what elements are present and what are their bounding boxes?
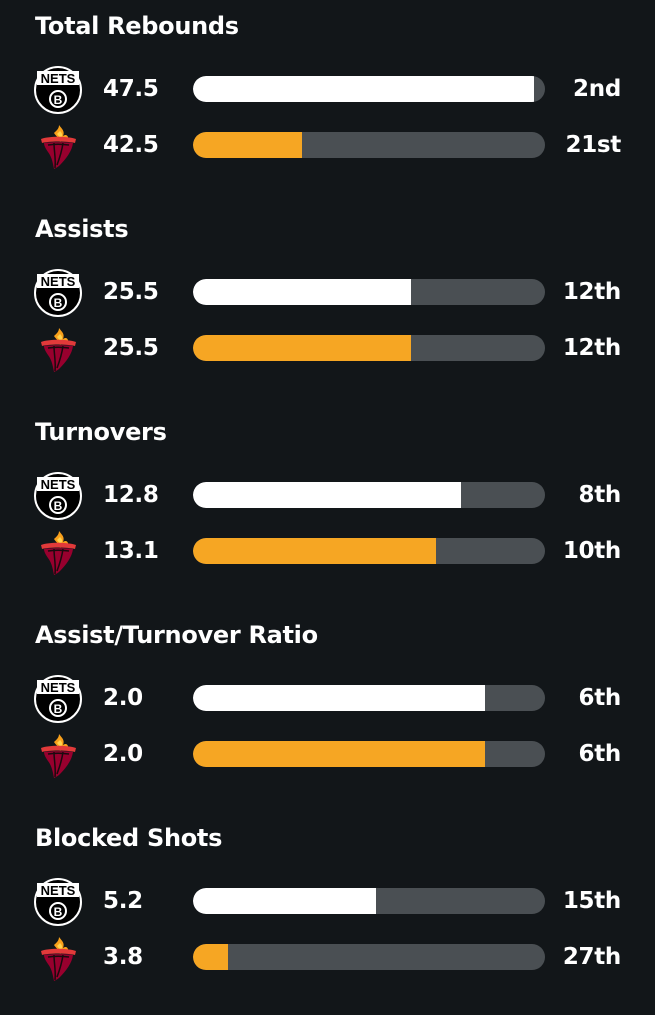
nets-league-rank: 6th (578, 685, 622, 711)
stat-section-blocked-shots: Blocked Shots NETS B 5.2 15th 3.8 27th (0, 812, 655, 1015)
nets-logo-icon: NETS B (32, 875, 84, 927)
heat-stat-row: 3.8 27th (0, 929, 655, 985)
nets-rank-bar-fill (193, 888, 377, 914)
nets-stat-row: NETS B 25.5 12th (0, 264, 655, 320)
rank-bar-track (193, 888, 545, 914)
heat-stat-value: 13.1 (103, 538, 159, 564)
rank-bar-track (193, 741, 545, 767)
nets-stat-value: 5.2 (103, 888, 143, 914)
heat-stat-value: 25.5 (103, 335, 159, 361)
nets-stat-row: NETS B 12.8 8th (0, 467, 655, 523)
nets-rank-bar-fill (193, 482, 461, 508)
nets-rank-bar-fill (193, 279, 412, 305)
nets-logo-icon: NETS B (32, 63, 84, 115)
rank-bar-track (193, 76, 545, 102)
heat-stat-value: 3.8 (103, 944, 143, 970)
nets-logo-text: NETS (41, 71, 76, 86)
rank-bar-track (193, 482, 545, 508)
nets-logo-letter: B (54, 499, 63, 513)
nets-stat-row: NETS B 2.0 6th (0, 670, 655, 726)
heat-league-rank: 10th (562, 538, 621, 564)
heat-league-rank: 21st (565, 132, 622, 158)
nets-logo-text: NETS (41, 883, 76, 898)
heat-league-rank: 27th (562, 944, 621, 970)
stat-section-turnovers: Turnovers NETS B 12.8 8th 13.1 10th (0, 406, 655, 609)
nets-stat-value: 12.8 (103, 482, 159, 508)
nets-logo-letter: B (54, 702, 63, 716)
stat-title: Assists (35, 215, 129, 243)
heat-league-rank: 6th (578, 741, 622, 767)
heat-logo-icon (32, 931, 84, 983)
stat-title: Total Rebounds (35, 12, 239, 40)
heat-logo-icon (32, 525, 84, 577)
heat-rank-bar-fill (193, 944, 229, 970)
nets-rank-bar-fill (193, 76, 535, 102)
heat-stat-value: 2.0 (103, 741, 143, 767)
heat-stat-row: 2.0 6th (0, 726, 655, 782)
heat-rank-bar-fill (193, 538, 436, 564)
heat-rank-bar-fill (193, 132, 303, 158)
nets-rank-bar-fill (193, 685, 486, 711)
nets-league-rank: 8th (578, 482, 622, 508)
nets-logo-text: NETS (41, 477, 76, 492)
rank-bar-track (193, 132, 545, 158)
nets-logo-letter: B (54, 93, 63, 107)
nets-stat-value: 2.0 (103, 685, 143, 711)
nets-logo-icon: NETS B (32, 672, 84, 724)
heat-rank-bar-fill (193, 741, 486, 767)
stat-section-assists: Assists NETS B 25.5 12th 25.5 12th (0, 203, 655, 406)
heat-stat-row: 13.1 10th (0, 523, 655, 579)
stat-title: Turnovers (35, 418, 167, 446)
nets-league-rank: 12th (562, 279, 621, 305)
nets-logo-text: NETS (41, 274, 76, 289)
rank-bar-track (193, 944, 545, 970)
nets-logo-letter: B (54, 296, 63, 310)
heat-stat-row: 25.5 12th (0, 320, 655, 376)
nets-league-rank: 2nd (573, 76, 621, 102)
nets-stat-value: 47.5 (103, 76, 159, 102)
heat-logo-icon (32, 728, 84, 780)
nets-league-rank: 15th (562, 888, 621, 914)
nets-stat-row: NETS B 5.2 15th (0, 873, 655, 929)
heat-stat-value: 42.5 (103, 132, 159, 158)
stat-title: Assist/Turnover Ratio (35, 621, 318, 649)
nets-logo-icon: NETS B (32, 266, 84, 318)
rank-bar-track (193, 685, 545, 711)
stat-title: Blocked Shots (35, 824, 223, 852)
heat-logo-icon (32, 119, 84, 171)
nets-stat-row: NETS B 47.5 2nd (0, 61, 655, 117)
heat-logo-icon (32, 322, 84, 374)
heat-rank-bar-fill (193, 335, 412, 361)
rank-bar-track (193, 335, 545, 361)
heat-stat-row: 42.5 21st (0, 117, 655, 173)
stat-section-total-rebounds: Total Rebounds NETS B 47.5 2nd 42.5 21st (0, 0, 655, 203)
nets-logo-letter: B (54, 905, 63, 919)
stat-section-assist-turnover-ratio: Assist/Turnover Ratio NETS B 2.0 6th 2.0 6… (0, 609, 655, 812)
nets-logo-text: NETS (41, 680, 76, 695)
nets-stat-value: 25.5 (103, 279, 159, 305)
nets-logo-icon: NETS B (32, 469, 84, 521)
rank-bar-track (193, 538, 545, 564)
rank-bar-track (193, 279, 545, 305)
heat-league-rank: 12th (562, 335, 621, 361)
